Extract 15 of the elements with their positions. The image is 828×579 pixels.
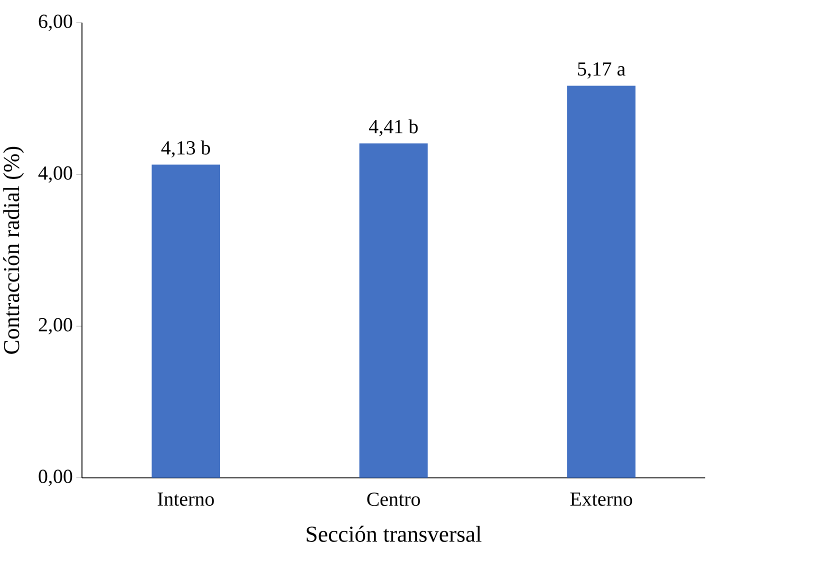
y-tick-label: 6,00 <box>38 14 72 31</box>
y-tick-label: 2,00 <box>38 318 72 334</box>
x-tick-label: Centro <box>367 492 420 506</box>
y-tick-label: 4,00 <box>38 166 72 182</box>
x-axis-title: Sección transversal <box>306 526 482 542</box>
data-label: 5,17 a <box>578 62 626 78</box>
data-label: 4,13 b <box>161 140 210 158</box>
x-tick-label: Interno <box>158 492 214 506</box>
bar <box>359 143 428 478</box>
bar <box>152 164 220 478</box>
data-label: 4,41 b <box>369 119 418 136</box>
x-tick-label: Externo <box>570 492 632 506</box>
y-tick-label: 0,00 <box>38 469 72 486</box>
y-axis-title: Contracción radial (%) <box>3 146 24 354</box>
bar <box>567 86 636 478</box>
